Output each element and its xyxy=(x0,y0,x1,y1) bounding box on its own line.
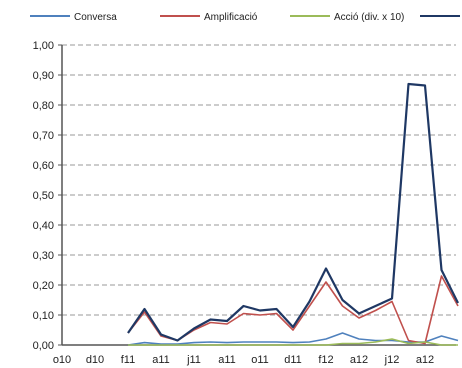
x-tick-label: d11 xyxy=(284,354,302,366)
y-tick-label: 0,20 xyxy=(33,280,54,292)
y-tick-label: 1,00 xyxy=(33,40,54,52)
y-tick-label: 0,50 xyxy=(33,190,54,202)
x-tick-label: f12 xyxy=(318,354,333,366)
x-tick-label: a11 xyxy=(218,354,236,366)
series-line-4 xyxy=(127,82,459,342)
x-tick-label: o11 xyxy=(251,354,269,366)
y-tick-label: 0,30 xyxy=(33,250,54,262)
x-tick-label: j11 xyxy=(186,354,201,366)
x-tick-label: j12 xyxy=(384,354,400,366)
x-tick-label: a12 xyxy=(416,354,434,366)
legend-label: Amplificació xyxy=(204,12,258,23)
y-tick-label: 0,80 xyxy=(33,100,54,112)
y-tick-label: 0,10 xyxy=(33,310,54,322)
y-tick-label: 0,70 xyxy=(33,130,54,142)
legend-label: Conversa xyxy=(74,12,117,23)
x-tick-label: f11 xyxy=(121,354,135,366)
x-tick-label: a12 xyxy=(350,354,368,366)
series-line-3 xyxy=(128,338,458,346)
gridlines xyxy=(58,44,456,346)
legend-label: Acció (div. x 10) xyxy=(334,12,404,23)
x-axis-tick-labels: o10 d10 f11 a11 j11 a11 o11 d11 f12 a12 j12 a12 xyxy=(53,354,434,366)
y-tick-label: 0,00 xyxy=(33,340,54,352)
y-axis-tick-labels: 0,00 0,10 0,20 0,30 0,40 0,50 0,60 0,70 0,80 0,90… xyxy=(33,40,54,352)
x-tick-label: d10 xyxy=(86,354,104,366)
series-lines xyxy=(127,82,459,346)
y-tick-label: 0,90 xyxy=(33,70,54,82)
y-tick-label: 0,60 xyxy=(33,160,54,172)
series-line-2 xyxy=(127,275,459,345)
y-tick-label: 0,40 xyxy=(33,220,54,232)
x-tick-label: o10 xyxy=(53,354,71,366)
x-tick-label: a11 xyxy=(152,354,170,366)
